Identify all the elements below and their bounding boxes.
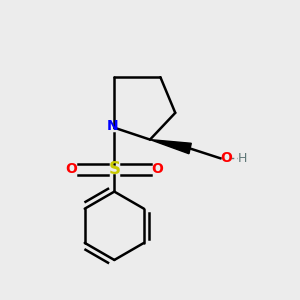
Text: O: O: [65, 162, 77, 176]
Polygon shape: [150, 140, 191, 154]
Text: N: N: [107, 119, 119, 133]
Text: S: S: [108, 160, 120, 178]
Text: H: H: [238, 152, 247, 165]
Text: O: O: [220, 151, 232, 165]
Text: O: O: [152, 162, 164, 176]
